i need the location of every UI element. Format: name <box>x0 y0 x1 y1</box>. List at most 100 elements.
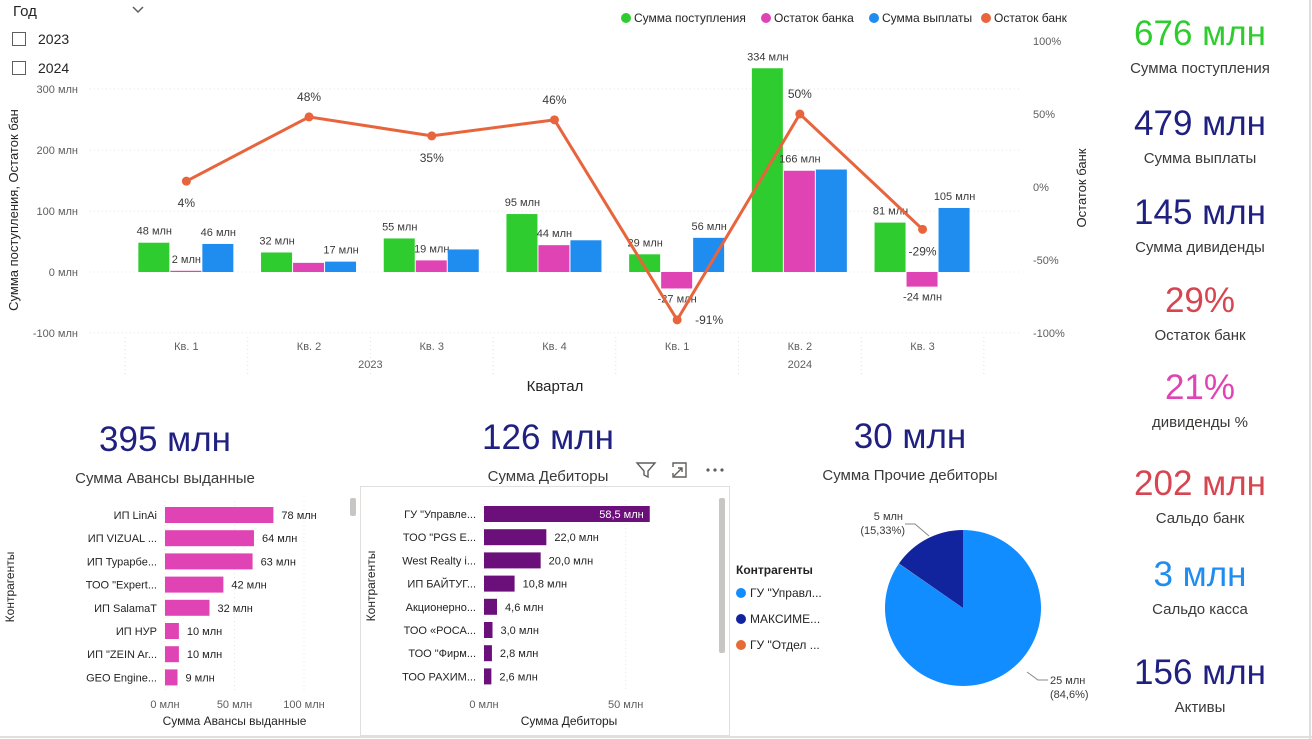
bar[interactable] <box>484 506 650 522</box>
data-label: 95 млн <box>505 197 540 209</box>
bar[interactable] <box>815 169 847 272</box>
y-axis-title: Сумма поступления, Остаток бан <box>6 109 21 311</box>
bar[interactable] <box>506 214 538 272</box>
bar[interactable] <box>938 207 970 272</box>
line-marker[interactable] <box>672 315 682 325</box>
bar[interactable] <box>165 646 179 663</box>
kpi-label: Сальдо касса <box>1152 601 1248 618</box>
slicer-option-2023[interactable]: 2023 <box>12 29 69 49</box>
bar[interactable] <box>165 576 224 593</box>
line-marker[interactable] <box>427 131 437 141</box>
scrollbar[interactable] <box>350 498 356 516</box>
bar[interactable] <box>293 262 325 272</box>
data-label: 63 млн <box>261 556 296 568</box>
leader-line <box>905 523 930 537</box>
x-tick-label: 100 млн <box>283 699 324 711</box>
line-marker[interactable] <box>795 109 805 119</box>
kpi-card: 21% дивиденды % <box>1100 368 1300 431</box>
bar[interactable] <box>202 243 234 272</box>
bar[interactable] <box>383 238 415 272</box>
checkbox[interactable] <box>12 32 26 46</box>
checkbox[interactable] <box>12 61 26 75</box>
bar[interactable] <box>325 261 357 272</box>
bar[interactable] <box>484 598 498 615</box>
y-tick-label: -100 млн <box>33 328 78 340</box>
bar[interactable] <box>661 272 693 289</box>
bar[interactable] <box>783 170 815 272</box>
bar[interactable] <box>484 552 541 569</box>
line-marker[interactable] <box>549 115 559 125</box>
category-label: West Realty i... <box>402 555 476 567</box>
focus-mode-icon[interactable] <box>670 460 692 480</box>
bar[interactable] <box>165 623 179 639</box>
line-data-label: 50% <box>788 87 812 101</box>
legend-item[interactable]: Сумма выплаты <box>869 11 972 25</box>
bar[interactable] <box>484 645 492 662</box>
pie-slice[interactable] <box>885 530 1041 686</box>
bar[interactable] <box>165 599 210 616</box>
scrollbar[interactable] <box>719 498 725 653</box>
x-tick-label: 50 млн <box>217 699 252 711</box>
y2-tick-label: 50% <box>1033 109 1055 121</box>
chevron-down-icon[interactable] <box>130 1 146 17</box>
bar[interactable] <box>629 254 661 272</box>
legend-item[interactable]: Сумма поступления <box>621 11 746 25</box>
x-tick-label: Кв. 3 <box>420 341 444 353</box>
legend-marker <box>736 640 746 650</box>
avansy-bar-chart[interactable]: 0 млн 50 млн 100 млн ИП LinAi 78 млн ИП VIZUA… <box>0 490 360 736</box>
kpi-value: 479 млн <box>1134 104 1266 143</box>
combo-chart[interactable]: Сумма поступления Остаток банка Сумма выпл… <box>0 0 1100 400</box>
bar[interactable] <box>165 553 253 570</box>
bar[interactable] <box>538 245 570 272</box>
data-label: 22,0 млн <box>554 532 599 544</box>
line-marker[interactable] <box>304 112 314 122</box>
line-data-label: 48% <box>297 90 321 104</box>
bar[interactable] <box>484 668 492 685</box>
bar[interactable] <box>874 222 906 272</box>
pie-slice[interactable] <box>898 530 963 608</box>
filter-icon[interactable] <box>635 460 657 480</box>
line-marker[interactable] <box>918 224 928 234</box>
slicer-option-2024[interactable]: 2024 <box>12 58 69 78</box>
bar[interactable] <box>447 249 479 272</box>
category-label: ИП Турарбе... <box>87 556 157 568</box>
bar[interactable] <box>484 622 493 638</box>
bar[interactable] <box>906 272 938 287</box>
bar[interactable] <box>570 240 602 272</box>
kpi-card: 479 млн Сумма выплаты <box>1100 104 1300 167</box>
legend-item[interactable]: Остаток банк <box>981 11 1068 25</box>
pie-chart[interactable]: 5 млн (15,33%) 25 млн (84,6%) <box>830 490 1100 736</box>
legend-title: Контрагенты <box>736 563 813 577</box>
leader-line <box>1026 671 1048 681</box>
bar[interactable] <box>170 270 202 272</box>
bar[interactable] <box>138 242 170 272</box>
y2-tick-label: 0% <box>1033 182 1049 194</box>
legend-marker <box>869 13 879 23</box>
legend-item[interactable]: ГУ "Отдел ... <box>736 638 822 652</box>
bar[interactable] <box>165 507 274 523</box>
x-tick-label: Кв. 3 <box>910 341 934 353</box>
data-label: 166 млн <box>779 154 820 166</box>
bar[interactable] <box>165 669 178 686</box>
legend-item[interactable]: Остаток банка <box>761 11 854 25</box>
legend-item[interactable]: ГУ "Управл... <box>736 586 822 600</box>
more-options-icon[interactable] <box>704 460 726 480</box>
debitory-bar-chart[interactable]: 0 млн 50 млн ГУ "Управле... 58,5 млн ТОО "PG… <box>360 490 732 736</box>
data-label: 46 млн <box>201 227 236 239</box>
data-label: 64 млн <box>262 533 297 545</box>
kpi-value: 676 млн <box>1134 14 1266 53</box>
pie-slice[interactable] <box>898 563 963 608</box>
bar[interactable] <box>415 260 447 272</box>
x-tick-label: 50 млн <box>608 699 643 711</box>
kpi-value: 21% <box>1164 368 1236 407</box>
bar[interactable] <box>484 529 547 546</box>
x-tick-label: 0 млн <box>469 699 498 711</box>
bar[interactable] <box>261 252 293 272</box>
bar[interactable] <box>165 530 254 547</box>
data-label: 2,6 млн <box>499 671 537 683</box>
bar[interactable] <box>484 575 515 592</box>
legend-label: Остаток банк <box>994 11 1068 25</box>
pie-legend: Контрагенты ГУ "Управл... МАКСИМЕ... ГУ … <box>736 563 822 664</box>
legend-item[interactable]: МАКСИМЕ... <box>736 612 822 626</box>
line-marker[interactable] <box>181 176 191 186</box>
